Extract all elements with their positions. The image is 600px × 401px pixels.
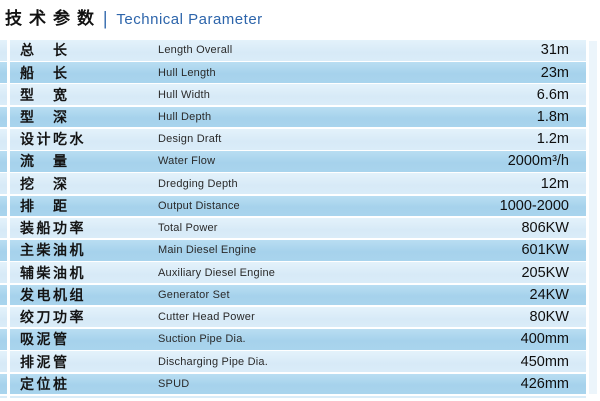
parameter-value: 23m: [540, 64, 569, 81]
table-row: 主柴油机 Main Diesel Engine 601KW: [0, 240, 586, 261]
table-row: 排 距 Output Distance 1000-2000: [0, 195, 586, 217]
parameter-value: 1.8m: [536, 109, 569, 125]
parameter-name-chinese: 排泥管: [20, 353, 70, 370]
parameter-name-english: Suction Pipe Dia.: [158, 333, 246, 346]
parameter-value: 205KW: [521, 264, 569, 281]
parameter-name-english: Main Diesel Engine: [158, 244, 257, 257]
title-separator: |: [103, 8, 108, 29]
table-row: 挖 深 Dredging Depth 12m: [0, 173, 586, 194]
parameter-name-english: Hull Width: [158, 88, 211, 101]
table-row: 吸泥管 Suction Pipe Dia. 400mm: [0, 329, 586, 350]
parameter-name-chinese: 型 宽: [20, 86, 70, 103]
table-row: 辅柴油机 Auxiliary Diesel Engine 205KW: [0, 262, 586, 283]
parameter-name-chinese: 吸泥管: [20, 331, 70, 348]
table-row: 流 量 Water Flow 2000m³/h: [0, 151, 586, 172]
table-row: 型 宽 Hull Width 6.6m: [0, 84, 586, 106]
parameter-name-english: Hull Depth: [158, 111, 212, 123]
parameter-name-chinese: 辅柴油机: [20, 264, 86, 281]
table-row: 发电机组 Generator Set 24KW: [0, 284, 586, 306]
page-title-chinese: 技术参数: [5, 9, 101, 28]
parameter-name-english: Generator Set: [158, 288, 230, 301]
table-row: 排泥管 Discharging Pipe Dia. 450mm: [0, 351, 586, 372]
parameter-value: 806KW: [521, 220, 569, 237]
parameter-name-english: SPUD: [158, 377, 190, 390]
parameter-name-english: Output Distance: [158, 199, 240, 212]
parameter-name-chinese: 装船功率: [20, 220, 86, 237]
parameter-value: 24KW: [529, 286, 570, 303]
parameter-value: 450mm: [520, 353, 569, 370]
parameter-table: 总 长 Length Overall 31m 船 长 Hull Length 2…: [0, 40, 600, 399]
parameter-name-english: Design Draft: [158, 133, 222, 146]
parameter-value: 400mm: [520, 331, 569, 348]
parameter-name-chinese: 船 长: [20, 64, 70, 81]
left-edge-divider: [7, 40, 10, 399]
parameter-name-chinese: 排 距: [20, 197, 70, 214]
table-row: 船 长 Hull Length 23m: [0, 62, 586, 83]
parameter-name-chinese: 型 深: [20, 109, 70, 125]
parameter-value: 31m: [540, 42, 569, 59]
parameter-value: 12m: [540, 175, 569, 192]
parameter-value: 80KW: [529, 309, 570, 326]
section-header: 技术参数 | Technical Parameter: [5, 7, 600, 31]
parameter-value: 1.2m: [536, 131, 569, 148]
page-title-english: Technical Parameter: [116, 10, 263, 28]
parameter-name-english: Hull Length: [158, 66, 216, 79]
table-row: 型 深 Hull Depth 1.8m: [0, 106, 586, 128]
parameter-name-chinese: 挖 深: [20, 175, 70, 192]
parameter-value: 6.6m: [536, 86, 569, 103]
parameter-name-chinese: 绞刀功率: [20, 309, 86, 326]
parameter-name-english: Discharging Pipe Dia.: [158, 355, 268, 368]
parameter-name-chinese: 设计吃水: [20, 131, 86, 148]
parameter-name-chinese: 主柴油机: [20, 242, 86, 259]
parameter-value: 1000-2000: [499, 197, 569, 214]
table-row: 设计吃水 Design Draft 1.2m: [0, 128, 586, 150]
parameter-value: 426mm: [520, 375, 569, 392]
parameter-name-english: Length Overall: [158, 44, 233, 57]
right-edge-sliver: [589, 41, 597, 395]
parameter-name-english: Dredging Depth: [158, 177, 238, 190]
parameter-name-english: Total Power: [158, 222, 218, 235]
parameter-value: 601KW: [521, 242, 569, 259]
parameter-name-chinese: 总 长: [20, 42, 70, 59]
table-rows: 总 长 Length Overall 31m 船 长 Hull Length 2…: [0, 40, 600, 395]
parameter-name-english: Cutter Head Power: [158, 311, 255, 324]
parameter-value: 2000m³/h: [507, 153, 569, 170]
table-bottom-strip: [0, 395, 586, 399]
parameter-name-english: Auxiliary Diesel Engine: [158, 266, 276, 279]
parameter-name-chinese: 定位桩: [20, 375, 70, 392]
parameter-name-chinese: 发电机组: [20, 286, 86, 303]
table-row: 装船功率 Total Power 806KW: [0, 217, 586, 239]
parameter-name-chinese: 流 量: [20, 153, 70, 170]
table-row: 定位桩 SPUD 426mm: [0, 373, 586, 395]
table-row: 绞刀功率 Cutter Head Power 80KW: [0, 306, 586, 328]
table-row: 总 长 Length Overall 31m: [0, 40, 586, 61]
parameter-name-english: Water Flow: [158, 155, 216, 168]
technical-parameter-page: 技术参数 | Technical Parameter 总 长 Length Ov…: [0, 7, 600, 401]
